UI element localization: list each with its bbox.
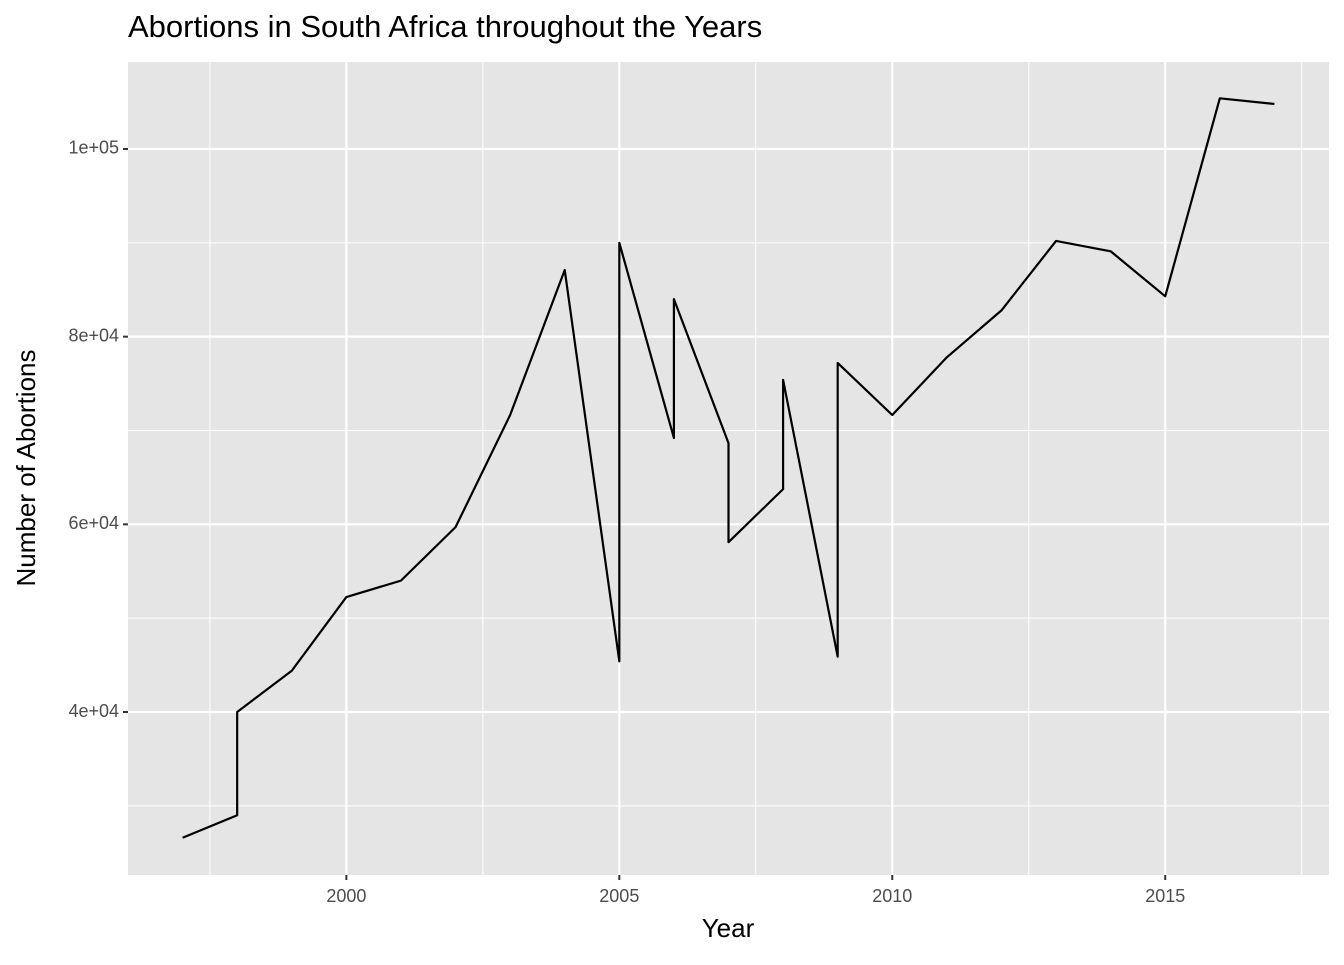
x-axis-title: Year	[702, 913, 755, 943]
y-tick-label: 1e+05	[68, 138, 119, 158]
y-tick-label: 6e+04	[68, 513, 119, 533]
x-tick-label: 2015	[1145, 886, 1185, 906]
y-tick-label: 8e+04	[68, 325, 119, 345]
x-tick-label: 2000	[326, 886, 366, 906]
y-axis-title: Number of Abortions	[11, 349, 41, 586]
x-tick-label: 2010	[872, 886, 912, 906]
data-line	[182, 97, 1275, 839]
x-tick-label: 2005	[599, 886, 639, 906]
y-tick-label: 4e+04	[68, 701, 119, 721]
chart-title: Abortions in South Africa throughout the…	[128, 9, 762, 44]
